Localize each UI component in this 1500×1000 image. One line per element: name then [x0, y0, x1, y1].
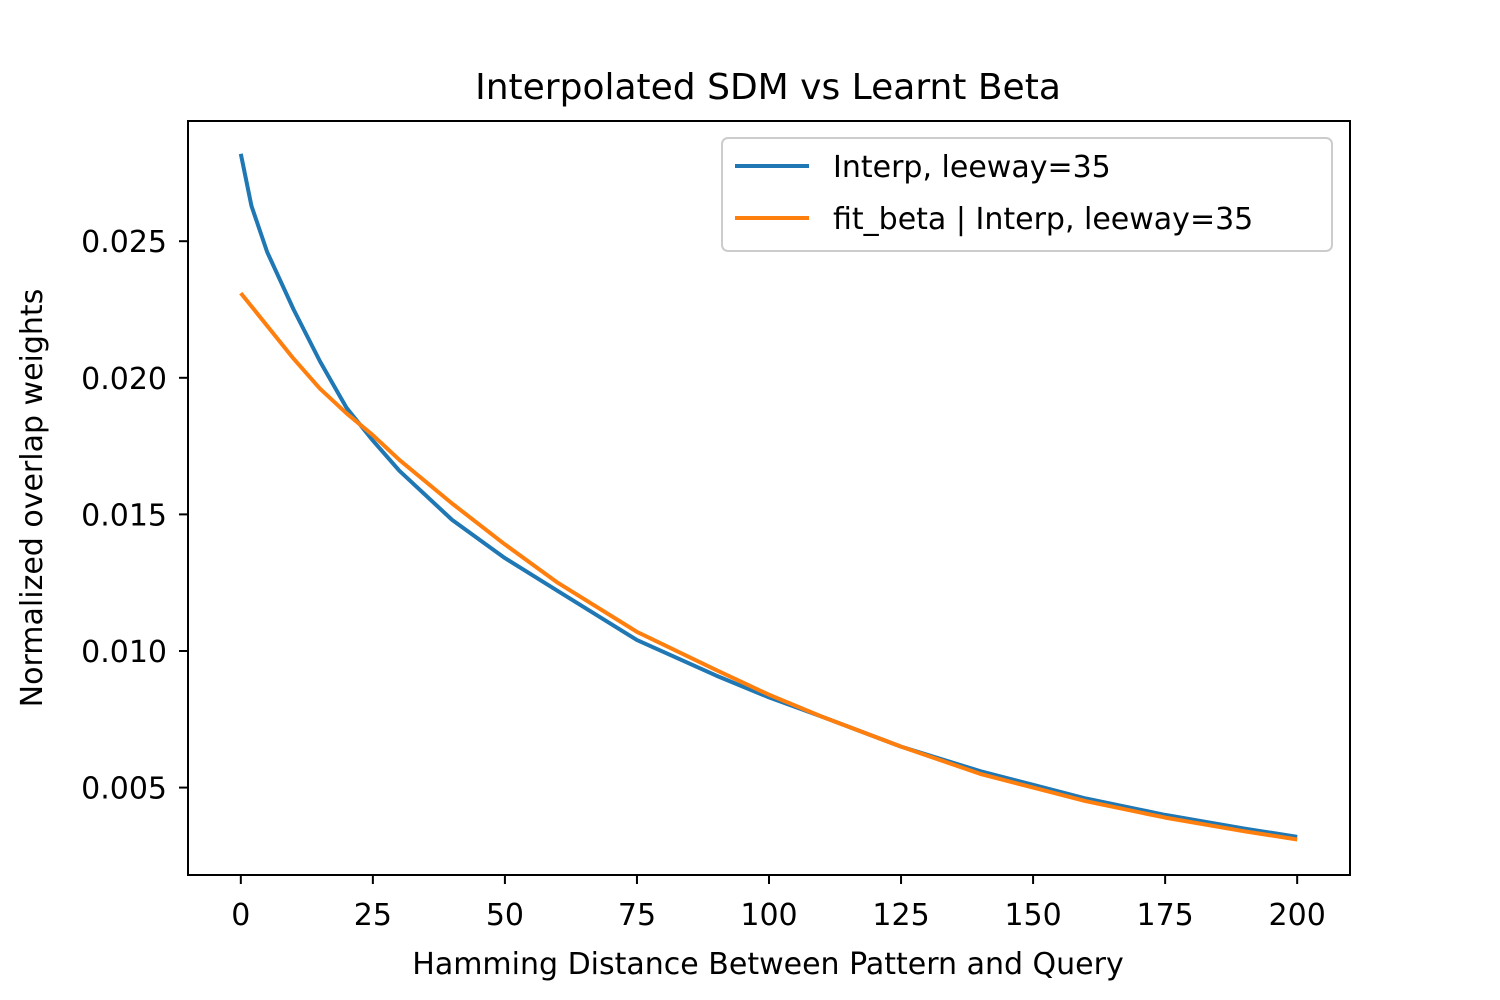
legend-box [721, 137, 1333, 252]
legend-label-interp: Interp, leeway=35 [833, 150, 1111, 185]
x-tick-label: 0 [231, 898, 250, 933]
y-axis: 0.005 0.010 0.015 0.020 0.025 [81, 225, 188, 807]
chart-title: Interpolated SDM vs Learnt Beta [475, 67, 1061, 108]
y-tick-label: 0.020 [81, 362, 167, 397]
y-tick-label: 0.010 [81, 635, 167, 670]
legend-label-fit-beta: fit_beta | Interp, leeway=35 [833, 202, 1253, 237]
x-tick-label: 125 [872, 898, 929, 933]
legend: Interp, leeway=35 fit_beta | Interp, lee… [721, 137, 1333, 252]
x-tick-label: 25 [354, 898, 392, 933]
series-line-1 [239, 291, 1298, 842]
x-tick-label: 150 [1004, 898, 1061, 933]
x-tick-label: 100 [740, 898, 797, 933]
y-tick-label: 0.005 [81, 772, 167, 807]
x-tick-label: 175 [1137, 898, 1194, 933]
series-line-0 [238, 153, 1298, 839]
x-axis: 0 25 50 75 100 125 150 175 200 [231, 875, 1326, 933]
x-tick-label: 75 [618, 898, 656, 933]
y-tick-label: 0.025 [81, 225, 167, 260]
y-tick-label: 0.015 [81, 498, 167, 533]
y-axis-label: Normalized overlap weights [15, 289, 50, 708]
x-tick-label: 200 [1269, 898, 1326, 933]
plot-lines [238, 153, 1298, 842]
x-axis-label: Hamming Distance Between Pattern and Que… [412, 947, 1123, 982]
x-tick-label: 50 [486, 898, 524, 933]
